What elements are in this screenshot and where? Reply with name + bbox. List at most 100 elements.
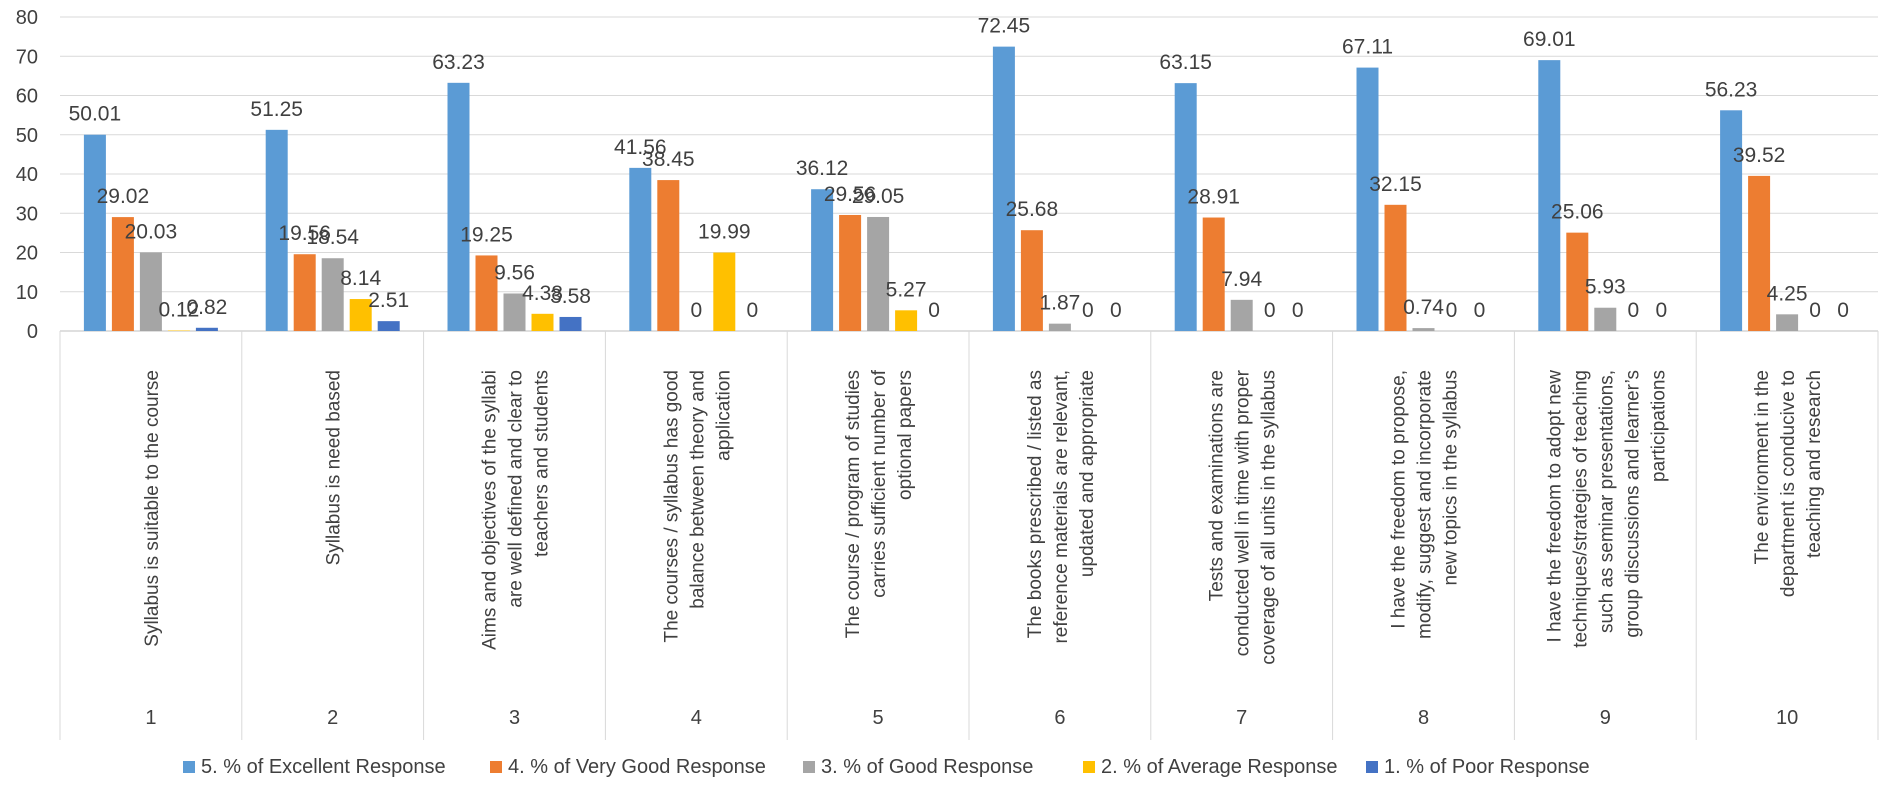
category-description-line: The environment in the (1752, 370, 1773, 564)
x-axis: Syllabus is suitable to the course 1 Sylla… (59, 331, 1879, 740)
data-label: 1.87 (1039, 292, 1080, 315)
category-description-line: participations (1648, 370, 1669, 482)
data-label: 51.25 (250, 98, 303, 121)
category-description: Aims and objectives of the syllabi are we… (480, 370, 553, 650)
y-tick-label: 60 (16, 86, 38, 108)
bar (992, 46, 1015, 331)
y-tick-label: 30 (16, 203, 38, 225)
bar (1566, 232, 1589, 331)
bar (111, 217, 134, 331)
data-label: 67.11 (1342, 36, 1393, 59)
y-tick-label: 70 (16, 46, 38, 68)
bar (475, 255, 498, 331)
data-label: 29.02 (97, 185, 150, 208)
bar (265, 129, 288, 331)
category-description-line: updated and appropriate (1077, 370, 1098, 577)
bar (1594, 307, 1617, 331)
category-description: The course / program of studies carries s… (843, 369, 916, 638)
category-description-line: carries sufficient number of (869, 369, 890, 597)
category-description-line: Syllabus is suitable to the course (142, 370, 163, 647)
bar (1048, 323, 1071, 331)
category-description: The environment in the department is cond… (1752, 370, 1825, 597)
data-label: 28.91 (1187, 186, 1240, 209)
data-label: 20.03 (125, 220, 178, 243)
legend-label: 3. % of Good Response (821, 756, 1033, 778)
category-description-line: Syllabus is need based (324, 370, 345, 565)
data-label: 2.51 (368, 289, 409, 312)
category-description: The books prescribed / listed as referenc… (1025, 370, 1098, 644)
data-label: 63.23 (432, 51, 485, 74)
legend-label: 5. % of Excellent Response (201, 756, 446, 778)
bar (531, 313, 554, 331)
data-label: 29.56 (824, 183, 877, 206)
category-description: I have the freedom to adopt new technique… (1544, 370, 1669, 648)
data-label: 7.94 (1221, 268, 1262, 291)
data-label: 0.12 (158, 299, 199, 322)
x-tick-label: 4 (691, 707, 702, 729)
data-label: 50.01 (69, 103, 122, 126)
category-description-line: application (713, 370, 734, 461)
bar (1412, 328, 1435, 331)
category-description-line: coverage of all units in the syllabus (1259, 370, 1280, 665)
legend-swatch (490, 761, 502, 773)
data-label: 5.93 (1585, 276, 1626, 299)
category-description-line: techniques/strategies of teaching (1570, 370, 1591, 648)
bar (1230, 299, 1253, 331)
data-label: 0.74 (1403, 296, 1444, 319)
y-tick-label: 0 (27, 321, 38, 343)
y-tick-label: 10 (16, 282, 38, 304)
category-description: I have the freedom to propose, modify, su… (1389, 370, 1462, 639)
data-label: 4.38 (522, 282, 563, 305)
category-description-line: The books prescribed / listed as (1025, 370, 1046, 638)
category-description-line: I have the freedom to adopt new (1544, 370, 1565, 643)
category-description-line: balance between theory and (687, 370, 708, 609)
legend-label: 1. % of Poor Response (1384, 756, 1590, 778)
y-tick-label: 80 (16, 7, 38, 29)
data-label: 0.82 (186, 296, 227, 319)
category-description-line: teachers and students (532, 370, 553, 557)
data-label: 19.25 (460, 223, 513, 246)
category-description-line: The course / program of studies (843, 370, 864, 638)
bar (195, 327, 218, 331)
category-description-line: Aims and objectives of the syllabi (480, 370, 501, 650)
bar (1356, 67, 1379, 331)
bar (713, 252, 736, 331)
category-description-line: conducted well in time with proper (1233, 369, 1254, 656)
category-description-line: new topics in the syllabus (1441, 370, 1462, 585)
data-label: 0 (690, 299, 702, 322)
bar (349, 299, 372, 331)
x-tick-label: 8 (1418, 707, 1429, 729)
data-label: 0 (1110, 299, 1122, 322)
data-label: 36.12 (796, 157, 849, 180)
bar (377, 321, 400, 331)
bar (503, 293, 526, 331)
data-label: 0 (1655, 299, 1667, 322)
data-label: 39.52 (1733, 144, 1786, 167)
data-label: 38.45 (642, 148, 695, 171)
x-tick-label: 9 (1600, 707, 1611, 729)
legend-swatch (1366, 761, 1378, 773)
bar (1174, 83, 1197, 331)
x-tick-label: 5 (873, 707, 884, 729)
data-label: 0 (1809, 299, 1821, 322)
data-label: 3.58 (550, 285, 591, 308)
legend-label: 4. % of Very Good Response (508, 756, 766, 778)
category-description-line: Tests and examinations are (1207, 370, 1228, 601)
category-description-line: reference materials are relevant, (1051, 370, 1072, 644)
bar (1020, 230, 1043, 331)
data-label: 0 (1627, 299, 1639, 322)
data-label: 25.68 (1006, 198, 1059, 221)
bar (559, 316, 582, 331)
bar (1720, 110, 1743, 332)
category-description-line: teaching and research (1804, 370, 1825, 558)
x-tick-label: 7 (1236, 707, 1247, 729)
category-description-line: optional papers (895, 370, 916, 500)
bar (1384, 204, 1407, 331)
x-tick-label: 3 (509, 707, 520, 729)
data-label: 8.14 (340, 267, 381, 290)
x-tick-label: 10 (1776, 707, 1798, 729)
legend-label: 2. % of Average Response (1101, 756, 1337, 778)
data-label: 5.27 (886, 278, 927, 301)
data-label: 0 (1292, 299, 1304, 322)
bar (83, 134, 106, 331)
